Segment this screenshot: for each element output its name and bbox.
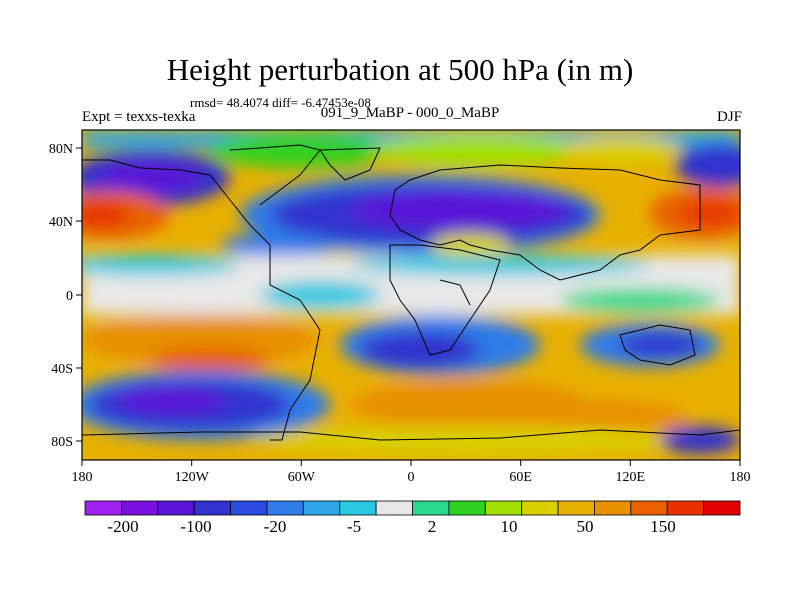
x-tick-120e: 120E xyxy=(616,470,646,485)
colorbar-label: -20 xyxy=(264,517,287,536)
stats-line: rmsd= 48.4074 diff= -6.47453e-08 xyxy=(190,95,371,110)
x-tick-0: 0 xyxy=(408,470,415,485)
colorbar-swatch xyxy=(375,500,413,516)
colorbar-swatch xyxy=(230,500,268,516)
colorbar-swatch xyxy=(703,500,741,516)
colorbar-swatch xyxy=(412,500,450,516)
x-tick-60e: 60E xyxy=(509,470,532,485)
contour-field xyxy=(82,130,740,460)
y-tick-80n: 80N xyxy=(49,142,73,157)
y-tick-40n: 40N xyxy=(49,215,73,230)
colorbar-swatch xyxy=(193,500,231,516)
x-tick-labels: 180 120W 60W 0 60E 120E 180 xyxy=(72,470,751,485)
y-tick-0: 0 xyxy=(66,289,73,304)
x-tick-60w: 60W xyxy=(288,470,316,485)
colorbar-label: -200 xyxy=(107,517,138,536)
colorbar-label: 10 xyxy=(501,517,518,536)
colorbar-label: 150 xyxy=(650,517,676,536)
x-tick-180e: 180 xyxy=(730,470,751,485)
colorbar-swatch xyxy=(484,500,523,516)
colorbar-swatch xyxy=(666,500,705,516)
axis-ticks xyxy=(76,147,741,466)
colorbar-swatch xyxy=(521,500,559,516)
colorbar-label: 2 xyxy=(428,517,437,536)
y-tick-80s: 80S xyxy=(51,435,73,450)
colorbar-swatch xyxy=(120,500,159,516)
colorbar-labels: -200 -100 -20 -5 2 10 50 150 xyxy=(107,517,675,536)
x-tick-180w: 180 xyxy=(72,470,93,485)
colorbar-swatch xyxy=(594,500,632,516)
colorbar-swatch xyxy=(448,500,486,516)
colorbar-swatch xyxy=(84,500,122,516)
y-tick-labels: 80N 40N 0 40S 80S xyxy=(49,142,73,450)
map-title: Height perturbation at 500 hPa (in m) xyxy=(166,52,634,87)
colorbar-swatch xyxy=(157,500,195,516)
season-label: DJF xyxy=(716,109,742,125)
colorbar-label: -100 xyxy=(180,517,211,536)
colorbar xyxy=(84,500,741,516)
y-tick-40s: 40S xyxy=(51,362,73,377)
colorbar-label: 50 xyxy=(577,517,594,536)
colorbar-swatch xyxy=(339,500,377,516)
x-tick-120w: 120W xyxy=(175,470,210,485)
experiment-label: Expt = texxs-texka xyxy=(82,109,196,125)
colorbar-swatch xyxy=(630,500,668,516)
colorbar-swatch xyxy=(302,500,341,516)
coastlines xyxy=(82,144,740,441)
colorbar-label: -5 xyxy=(347,517,361,536)
colorbar-swatch xyxy=(557,500,595,516)
colorbar-swatch xyxy=(266,500,304,516)
period-subtitle: 091_9_MaBP - 000_0_MaBP xyxy=(320,105,500,121)
